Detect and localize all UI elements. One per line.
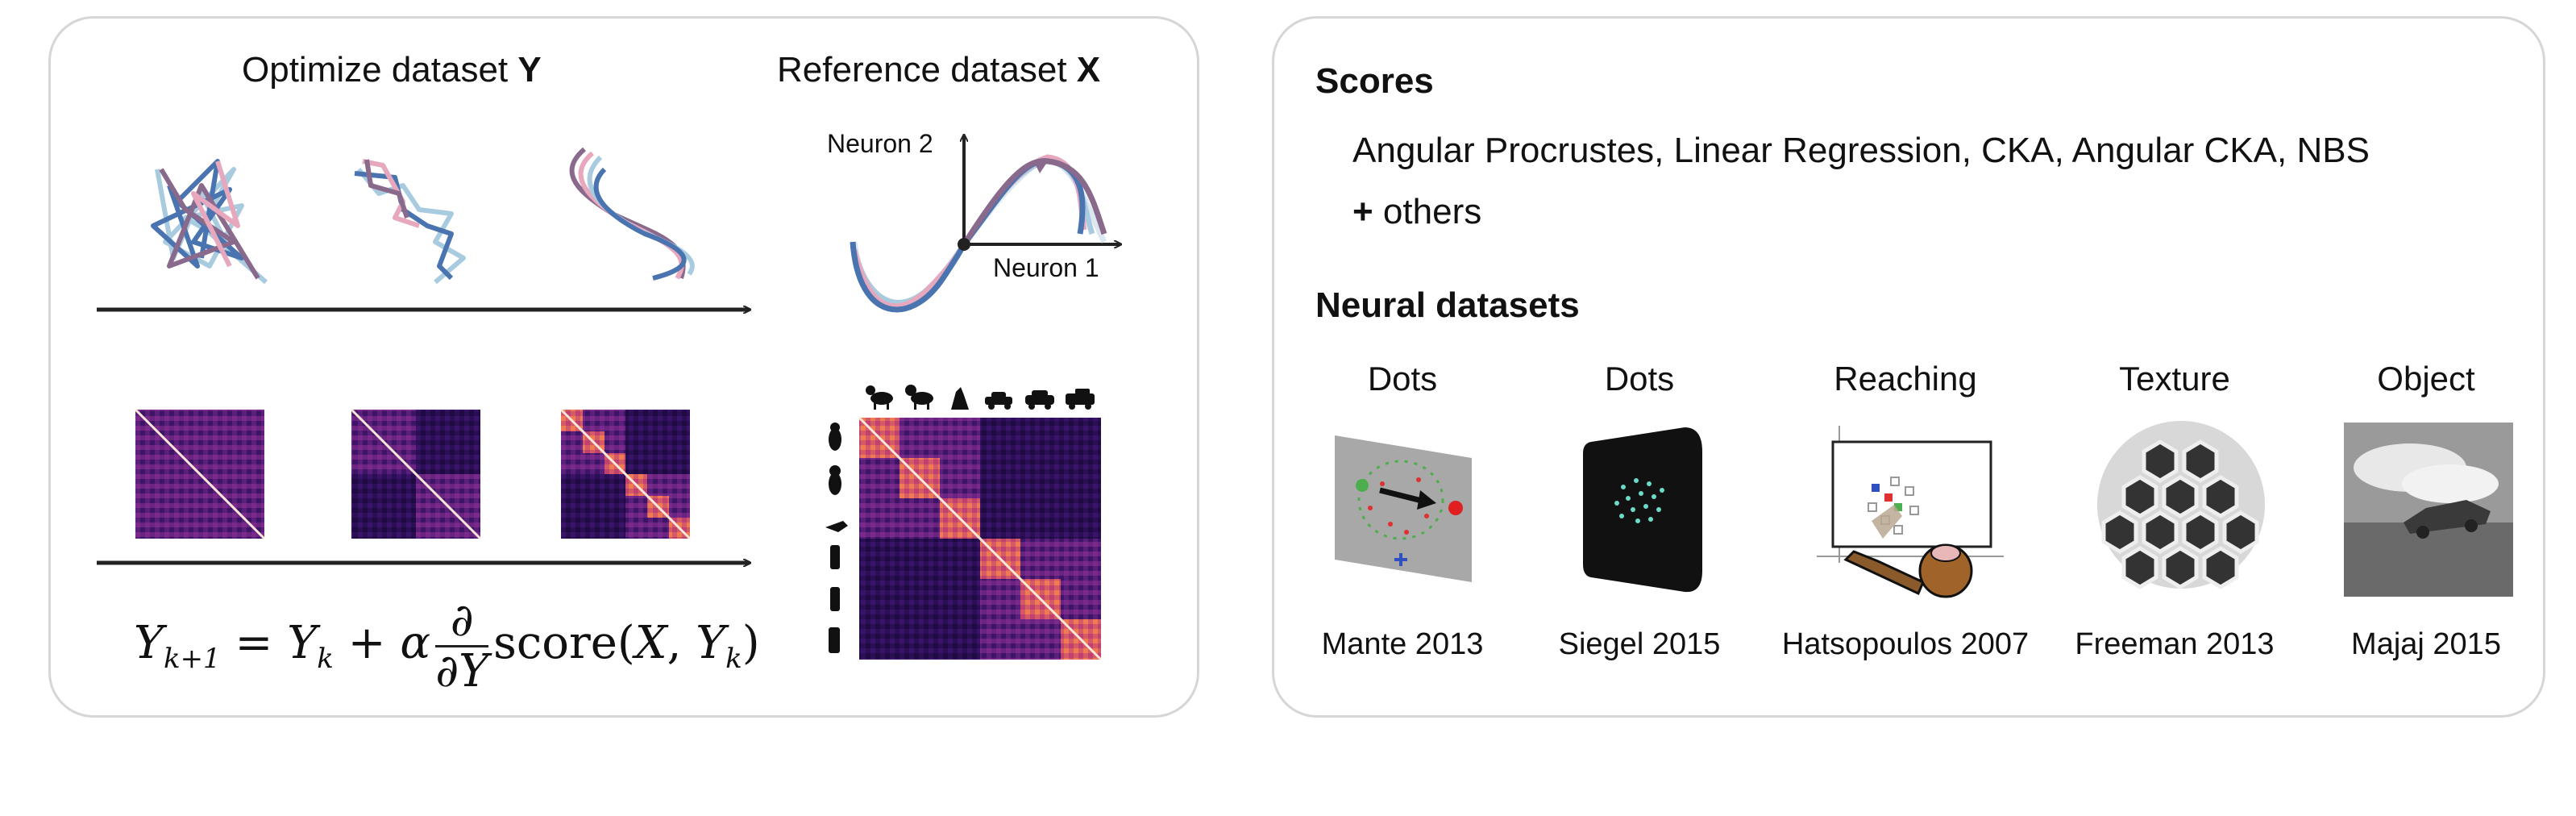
optimize-title-var: Y — [517, 50, 542, 90]
scores-heading: Scores — [1315, 61, 1434, 101]
heatmap-3 — [559, 408, 692, 540]
scores-datasets-panel — [1272, 16, 2545, 718]
reaching-image — [1817, 426, 2004, 598]
reference-axes — [964, 135, 1120, 244]
optimize-title-text: Optimize dataset — [242, 50, 518, 90]
formula-yk-sub: k — [725, 643, 742, 676]
dataset-title-2: Dots — [1604, 360, 1675, 398]
others-text: others — [1373, 192, 1482, 231]
formula-yk: Y — [696, 617, 726, 669]
truck-icon — [829, 627, 840, 653]
axis-label-neuron2: Neuron 2 — [827, 129, 933, 158]
formula-derivative: ∂ ∂Y — [435, 597, 489, 697]
trajectory-3 — [569, 147, 695, 281]
reference-title-text: Reference dataset — [777, 50, 1077, 90]
neural-datasets-heading: Neural datasets — [1315, 285, 1580, 325]
update-formula: Yk+1 = Yk + α ∂ ∂Y score(X, Yk) — [134, 597, 760, 697]
reference-heatmap — [858, 416, 1103, 661]
scores-list: Angular Procrustes, Linear Regression, C… — [1352, 131, 2370, 170]
dataset-caption-5: Majaj 2015 — [2351, 627, 2501, 661]
dataset-title-3: Reaching — [1834, 360, 1977, 398]
formula-score: score( — [493, 617, 635, 669]
axis-label-neuron1: Neuron 1 — [993, 253, 1099, 282]
optimize-dataset-title: Optimize dataset Y — [242, 50, 542, 90]
car-icon — [985, 392, 1012, 410]
dataset-caption-4: Freeman 2013 — [2075, 627, 2275, 661]
reference-dataset-title: Reference dataset X — [777, 50, 1100, 90]
formula-comma: , — [667, 617, 696, 669]
car-icon — [830, 587, 840, 611]
texture-image — [2097, 421, 2265, 589]
dataset-title-4: Texture — [2119, 360, 2230, 398]
trajectory-2 — [354, 159, 466, 285]
object-image — [2344, 423, 2513, 597]
heatmap-1 — [134, 408, 266, 540]
formula-lhs: Y — [134, 617, 164, 669]
trajectory-1 — [151, 159, 268, 285]
formula-eq: = — [235, 617, 273, 669]
others-plus: + — [1352, 192, 1373, 231]
heatmap-2 — [350, 408, 482, 540]
formula-alpha: α — [400, 617, 431, 669]
dataset-caption-3: Hatsopoulos 2007 — [1781, 627, 2030, 661]
scores-others: + others — [1352, 192, 1481, 232]
dataset-caption-1: Mante 2013 — [1321, 627, 1484, 661]
reference-trajectories — [850, 154, 1107, 313]
cat-icon — [866, 385, 893, 410]
dataset-title-1: Dots — [1367, 360, 1438, 398]
truck-icon — [1066, 389, 1095, 410]
formula-lhs-sub: k+1 — [163, 643, 221, 676]
dog-icon — [905, 385, 933, 410]
formula-plus: + — [347, 617, 386, 669]
category-icons-left — [825, 423, 848, 653]
formula-y-sub: k — [317, 643, 334, 676]
dataset-title-5: Object — [2377, 360, 2475, 398]
formula-x: X — [634, 617, 667, 669]
dog-icon — [829, 465, 841, 495]
formula-y: Y — [287, 617, 318, 669]
cat-icon — [829, 423, 841, 451]
derivative-denominator: ∂Y — [435, 645, 489, 697]
dog-icon — [951, 387, 969, 410]
derivative-numerator: ∂ — [435, 597, 489, 647]
category-icons-top — [866, 385, 1095, 410]
dog-icon — [825, 521, 848, 532]
reference-title-var: X — [1076, 50, 1101, 90]
siegel-dots-image — [1583, 427, 1702, 593]
dataset-caption-2: Siegel 2015 — [1558, 627, 1721, 661]
mante-dots-image — [1335, 435, 1472, 582]
formula-close: ) — [742, 617, 760, 669]
car-icon — [1025, 390, 1054, 410]
car-icon — [830, 545, 840, 569]
